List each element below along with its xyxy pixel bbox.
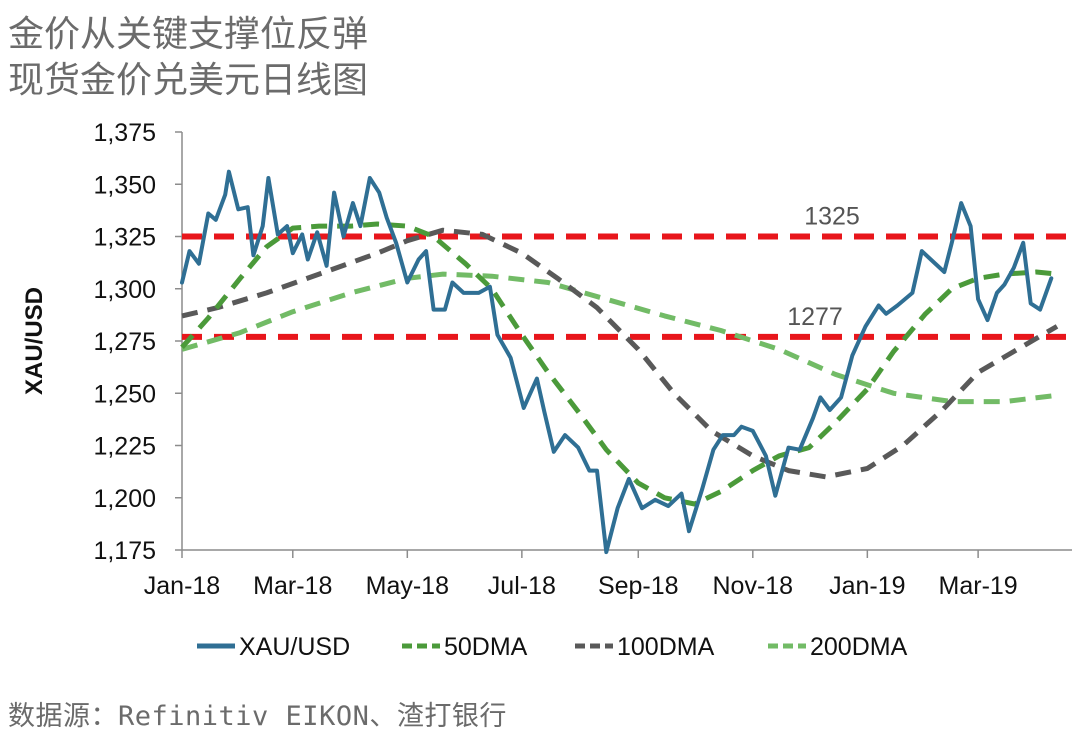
series-line-200dma — [181, 271, 1058, 405]
chart-subtitle: 现货金价兑美元日线图 — [8, 60, 369, 101]
y-tick-label: 1,225 — [93, 433, 156, 461]
x-tick-label: Sep-18 — [598, 572, 679, 600]
x-tick-label: Mar-18 — [253, 572, 332, 600]
legend-label-100dma: 100DMA — [617, 633, 715, 661]
y-axis-label: XAU/USD — [21, 287, 48, 395]
legend-label-xau-usd: XAU/USD — [239, 633, 350, 661]
chart-legend: XAU/USD 50DMA 100DMA 200DMA — [197, 633, 908, 661]
y-tick-label: 1,300 — [93, 276, 156, 304]
y-tick-label: 1,325 — [93, 224, 156, 252]
y-tick-label: 1,275 — [93, 328, 156, 356]
x-tick-label: Jan-18 — [144, 572, 220, 600]
y-tick-label: 1,375 — [93, 119, 156, 147]
x-tick-label: May-18 — [366, 572, 449, 600]
reference-label-1277: 1277 — [787, 303, 843, 331]
y-tick-label: 1,350 — [93, 171, 156, 199]
y-tick-label: 1,250 — [93, 380, 156, 408]
chart-axes: 1,175 1,200 1,225 1,250 1,275 1,300 1,325 1,350… — [21, 119, 1072, 600]
line-chart: 1,175 1,200 1,225 1,250 1,275 1,300 1,325 1,350… — [21, 119, 1072, 661]
series-line-100dma — [181, 227, 1059, 480]
series-line-50dma — [180, 221, 1058, 507]
x-tick-label: Jan-19 — [829, 572, 905, 600]
y-tick-label: 1,175 — [93, 537, 156, 565]
source-note: 数据源：Refinitiv EIKON、渣打银行 — [8, 701, 507, 732]
legend-label-50dma: 50DMA — [444, 633, 528, 661]
y-tick-label: 1,200 — [93, 485, 156, 513]
series-line-xau-usd — [180, 169, 1054, 555]
x-tick-label: Jul-18 — [488, 572, 556, 600]
chart-title: 金价从关键支撑位反弹 — [8, 14, 369, 55]
reference-label-1325: 1325 — [804, 203, 860, 231]
x-tick-label: Mar-19 — [939, 572, 1018, 600]
reference-lines: 1325 1277 — [182, 203, 1072, 340]
chart-series — [180, 169, 1059, 555]
x-tick-label: Nov-18 — [713, 572, 794, 600]
legend-label-200dma: 200DMA — [810, 633, 908, 661]
